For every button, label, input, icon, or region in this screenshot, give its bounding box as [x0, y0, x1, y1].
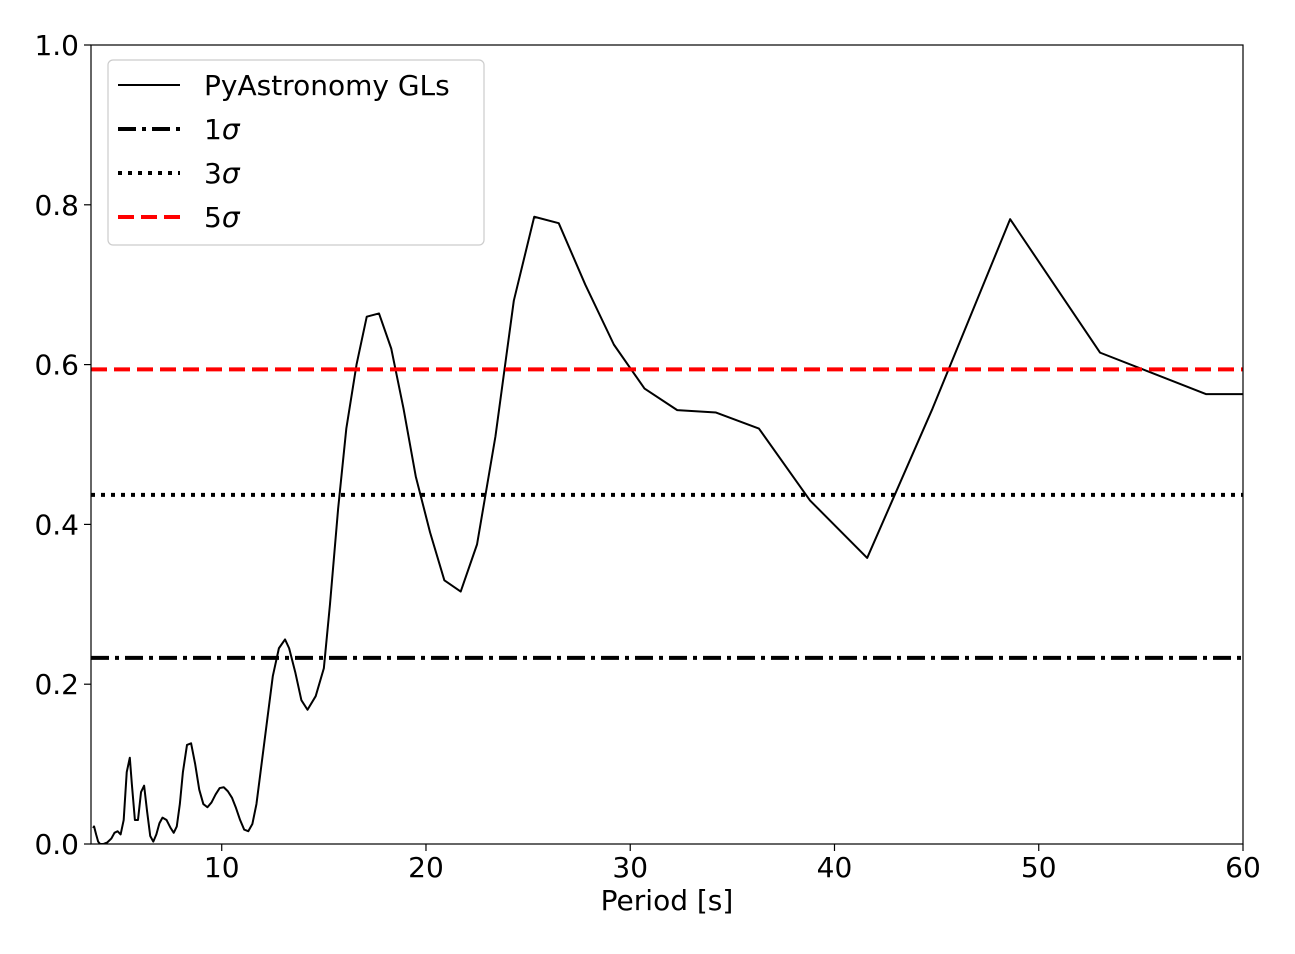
legend-label: 5σ	[204, 201, 241, 234]
legend-label: 3σ	[204, 157, 241, 190]
legend-label: PyAstronomy GLs	[204, 69, 450, 102]
x-axis: 10 20 30 40 50 60	[204, 844, 1261, 884]
y-tick-label: 0.4	[34, 508, 79, 541]
x-tick-label: 40	[817, 851, 853, 884]
x-tick-label: 50	[1021, 851, 1057, 884]
x-tick-label: 10	[204, 851, 240, 884]
y-tick-label: 1.0	[34, 29, 79, 62]
legend-label: 1σ	[204, 113, 241, 146]
y-axis: 0.0 0.2 0.4 0.6 0.8 1.0	[34, 29, 91, 861]
y-tick-label: 0.0	[34, 828, 79, 861]
y-tick-label: 0.2	[34, 668, 79, 701]
y-tick-label: 0.8	[34, 189, 79, 222]
y-tick-label: 0.6	[34, 349, 79, 382]
legend-box	[107, 59, 485, 246]
x-tick-label: 30	[612, 851, 648, 884]
x-tick-label: 60	[1225, 851, 1261, 884]
axes-frame	[90, 44, 1244, 845]
series-line-pyastronomy-gls	[92, 215, 1243, 844]
x-axis-label: Period [s]	[601, 884, 734, 917]
legend: PyAstronomy GLs 1σ 3σ 5σ	[107, 59, 485, 246]
plot-area	[91, 215, 1243, 844]
x-tick-label: 20	[408, 851, 444, 884]
